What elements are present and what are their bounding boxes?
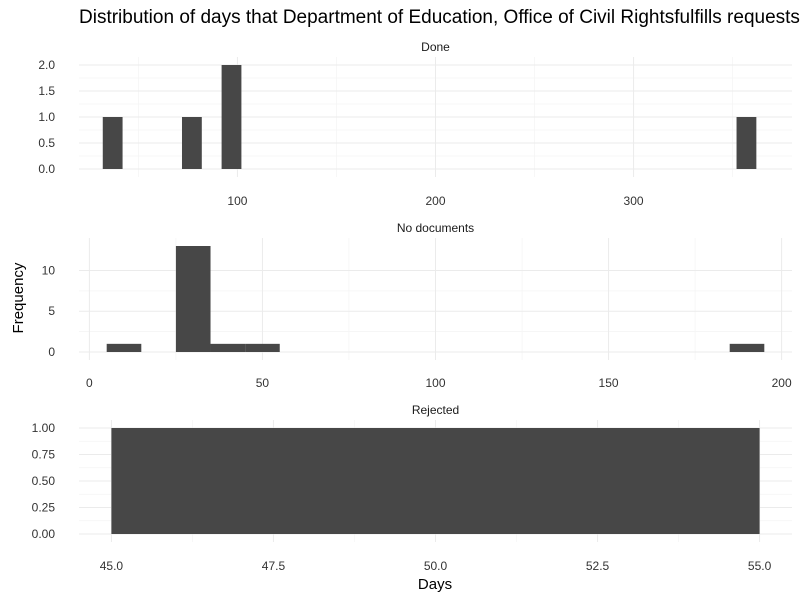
facet-strip-label: Done: [421, 40, 450, 54]
y-tick-label: 10: [42, 263, 56, 277]
y-tick-label: 1.5: [38, 84, 55, 98]
facet-strip-label: Rejected: [412, 403, 459, 417]
x-tick-label: 47.5: [262, 559, 286, 573]
y-tick-label: 0: [48, 345, 55, 359]
x-tick-label: 150: [599, 376, 619, 390]
histogram-bar: [106, 343, 142, 352]
facet-strip-label: No documents: [397, 221, 474, 235]
x-tick-label: 300: [624, 194, 644, 208]
x-tick-label: 0: [86, 376, 93, 390]
x-tick-label: 200: [425, 194, 445, 208]
y-tick-label: 0.50: [32, 474, 56, 488]
x-tick-label: 50: [256, 376, 270, 390]
histogram-bar: [245, 343, 280, 352]
x-tick-label: 50.0: [424, 559, 448, 573]
histogram-bar: [221, 65, 242, 169]
chart-title: Distribution of days that Department of …: [79, 7, 800, 28]
x-tick-label: 45.0: [100, 559, 124, 573]
y-axis-title: Frequency: [10, 262, 27, 333]
x-tick-label: 200: [772, 376, 792, 390]
y-tick-label: 0.0: [38, 162, 55, 176]
y-tick-label: 0.25: [32, 501, 56, 515]
histogram-bar: [210, 343, 246, 352]
histogram-bar: [181, 117, 202, 169]
y-tick-label: 1.0: [38, 110, 55, 124]
x-tick-label: 100: [425, 376, 445, 390]
y-tick-label: 2.0: [38, 58, 55, 72]
histogram-bar: [111, 428, 760, 534]
histogram-bar: [102, 117, 123, 169]
x-tick-label: 100: [227, 194, 247, 208]
histogram-bar: [736, 117, 757, 169]
y-tick-label: 0.00: [32, 527, 56, 541]
histogram-bar: [729, 343, 765, 352]
y-tick-label: 1.00: [32, 421, 56, 435]
x-axis-title: Days: [418, 576, 452, 593]
x-tick-label: 55.0: [748, 559, 772, 573]
y-tick-label: 0.75: [32, 448, 56, 462]
facet-panel: Rejected 0.00 0.25 0.50 0.75 1.00 45.0 47.5 50.0…: [32, 403, 792, 573]
x-tick-label: 52.5: [586, 559, 610, 573]
y-tick-label: 0.5: [38, 136, 55, 150]
histogram-bar: [175, 246, 211, 352]
y-tick-label: 5: [48, 304, 55, 318]
facet-panel: Done 0.0 0.5 1.0 1.5 2.0 100 200 300: [38, 40, 792, 208]
